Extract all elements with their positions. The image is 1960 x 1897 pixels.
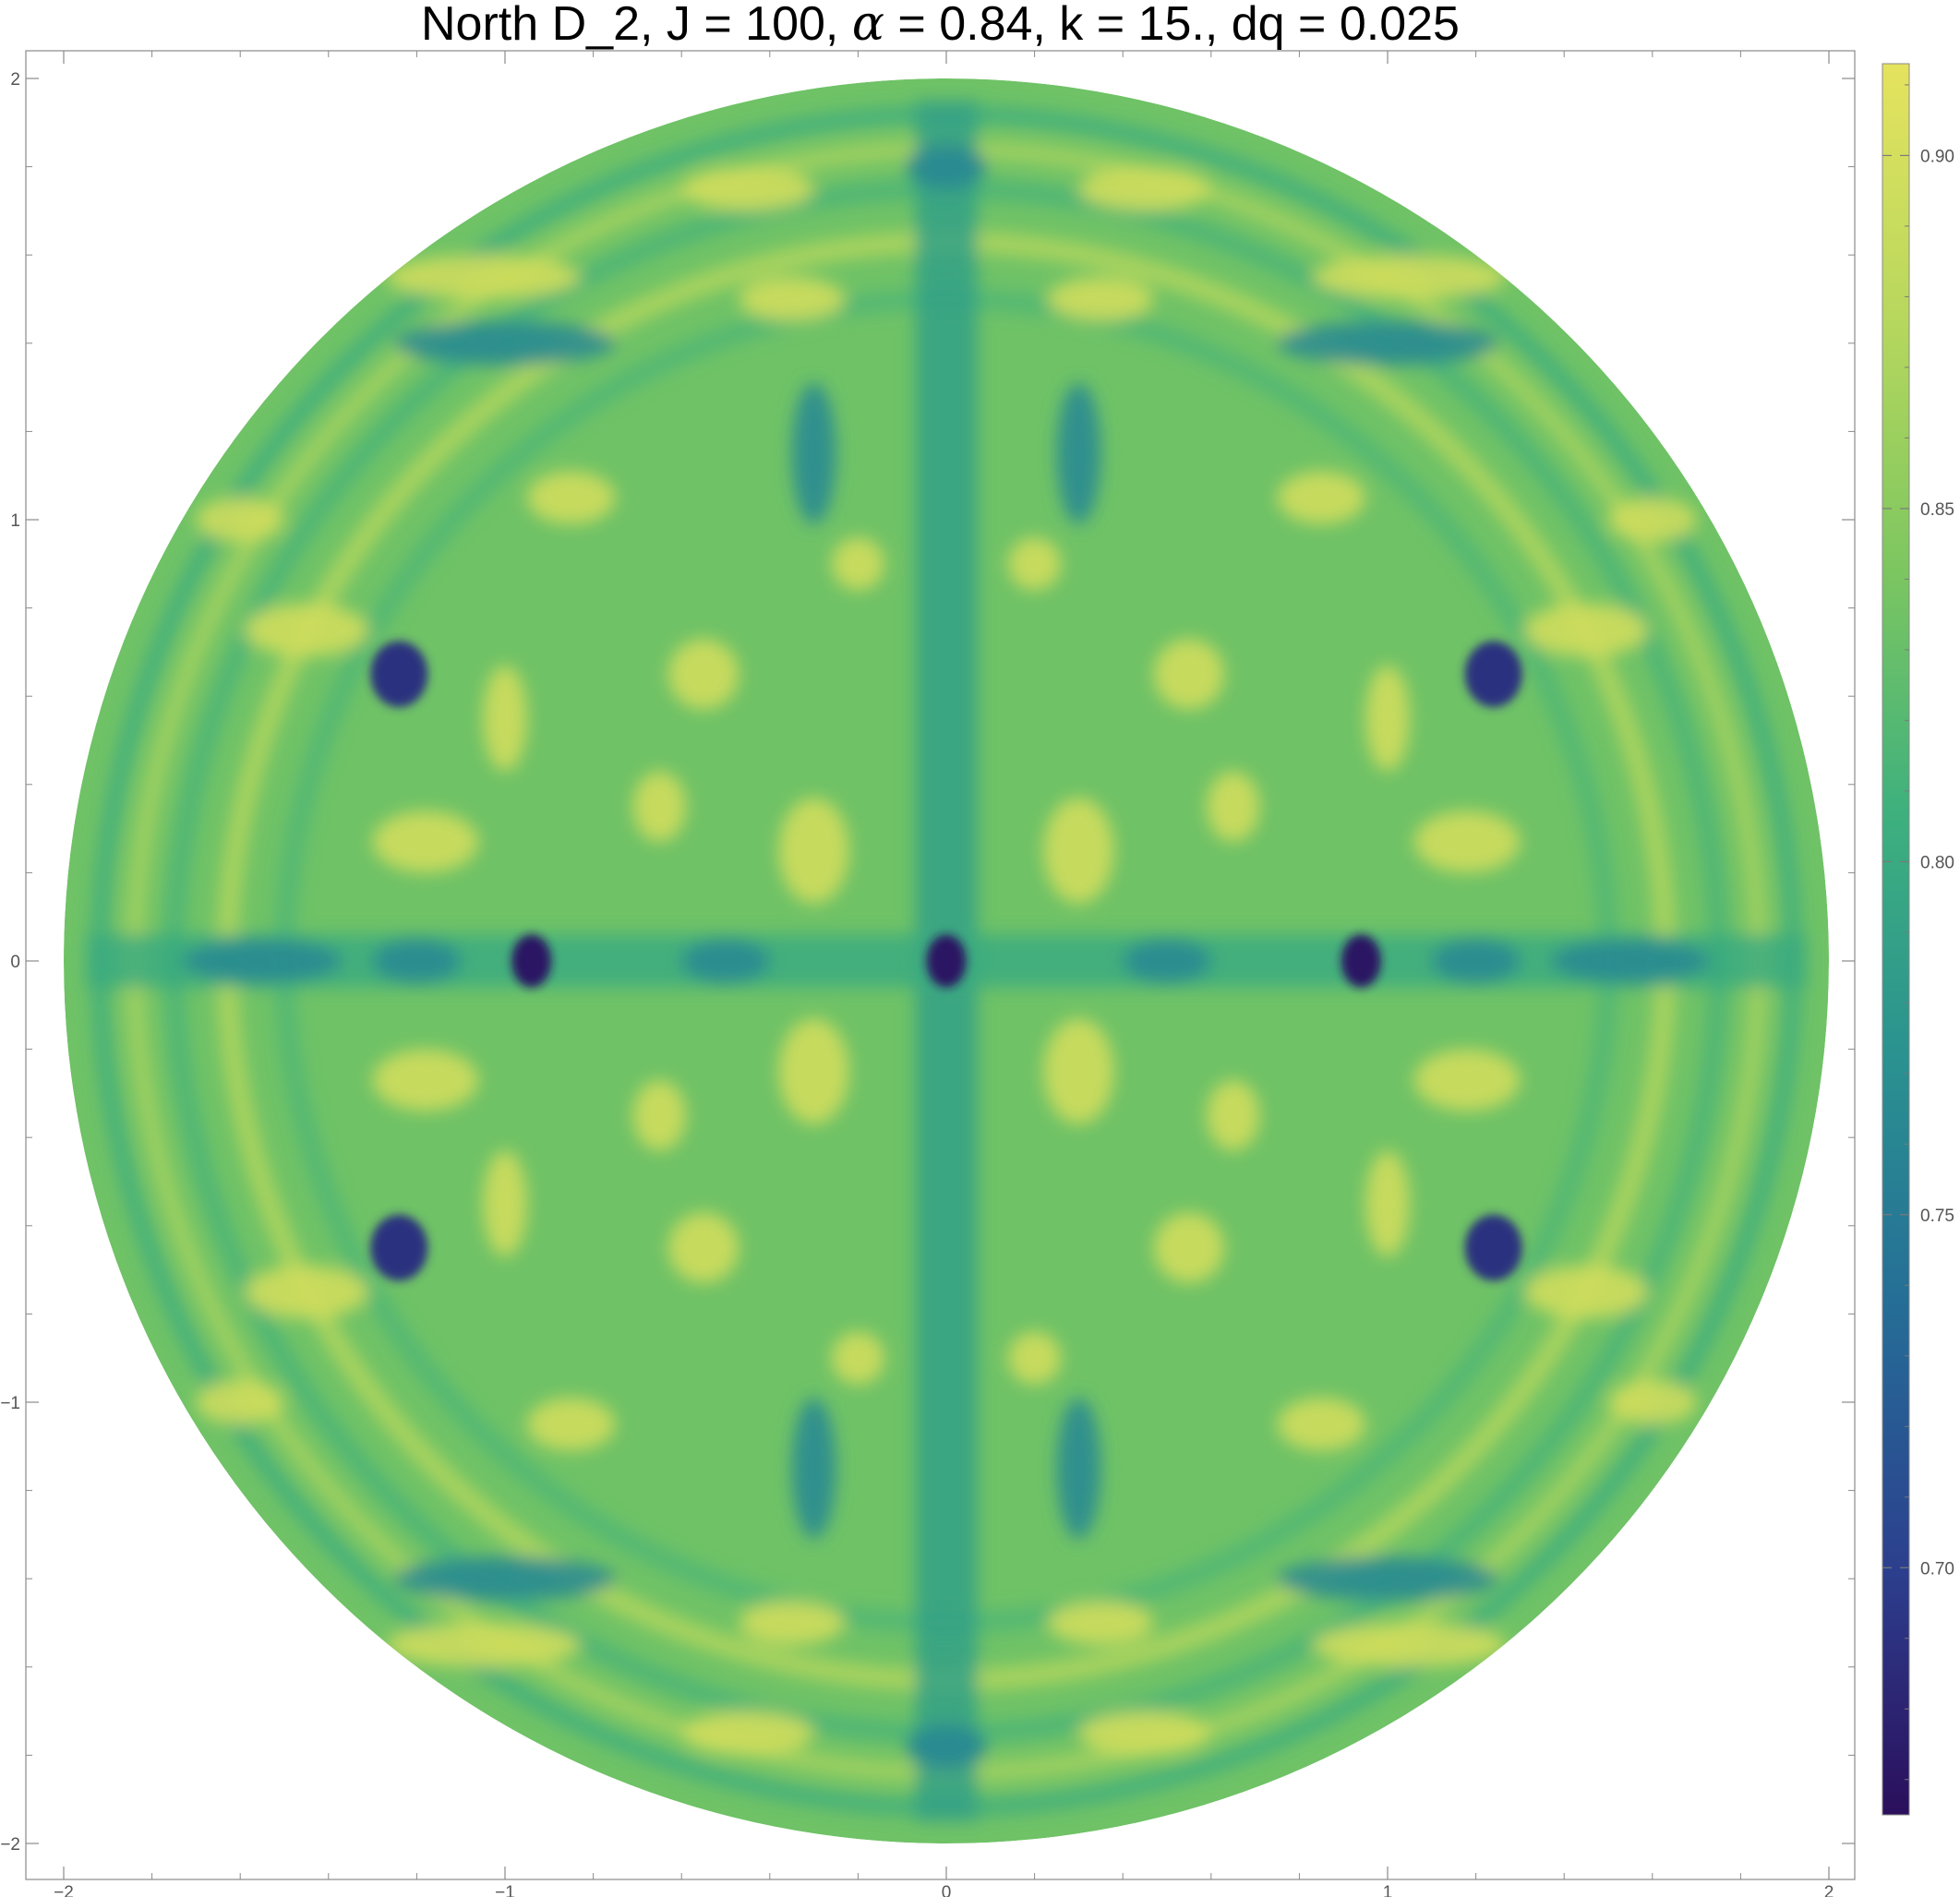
low-streak bbox=[791, 382, 836, 524]
axes: −2 −1 0 1 2 −2 −1 0 1 2 bbox=[0, 51, 1855, 1897]
high-lobe bbox=[1153, 1212, 1225, 1283]
high-lobe bbox=[632, 1080, 686, 1151]
high-lobe bbox=[1043, 798, 1114, 904]
minimum-spot-4 bbox=[1464, 641, 1522, 708]
high-lobe bbox=[1078, 166, 1211, 211]
high-lobe bbox=[1277, 471, 1366, 524]
high-lobe bbox=[1047, 1601, 1154, 1645]
high-lobe bbox=[196, 1380, 284, 1424]
high-lobe bbox=[1608, 1380, 1697, 1424]
high-lobe bbox=[681, 1711, 814, 1756]
colorbar-tick-label: 0.85 bbox=[1920, 500, 1954, 520]
high-lobe bbox=[1078, 1711, 1211, 1756]
high-lobe bbox=[1277, 1398, 1366, 1451]
high-lobe bbox=[244, 1265, 368, 1319]
y-tick-label: 0 bbox=[10, 953, 20, 972]
low-streak bbox=[183, 939, 343, 983]
high-lobe bbox=[778, 798, 849, 904]
high-lobe bbox=[1365, 665, 1410, 772]
high-lobe bbox=[1207, 1080, 1260, 1151]
low-streak bbox=[1550, 939, 1710, 983]
low-streak bbox=[1431, 939, 1521, 983]
high-lobe bbox=[1047, 277, 1154, 321]
low-streak bbox=[906, 144, 987, 189]
plot-frame bbox=[25, 50, 1856, 1880]
low-streak bbox=[791, 1398, 836, 1540]
high-lobe bbox=[667, 639, 740, 710]
x-tick-label: −1 bbox=[495, 1883, 515, 1897]
minimum-spot-6 bbox=[1464, 1214, 1522, 1281]
low-streak bbox=[681, 939, 770, 983]
y-tick-label: 1 bbox=[10, 511, 20, 531]
low-streak bbox=[394, 1556, 616, 1602]
high-lobe bbox=[526, 471, 616, 524]
minimum-spot-2 bbox=[1341, 934, 1381, 988]
high-lobe bbox=[372, 1049, 479, 1111]
high-lobe bbox=[1524, 603, 1649, 657]
high-lobe bbox=[831, 1331, 885, 1385]
high-lobe bbox=[667, 1212, 740, 1283]
minimum-spot-0 bbox=[926, 934, 967, 988]
chart-title-prefix: North D_2, J = 100, bbox=[421, 0, 852, 51]
high-lobe bbox=[244, 603, 368, 657]
minima-group bbox=[370, 641, 1522, 1281]
high-lobe bbox=[1043, 1018, 1114, 1124]
high-lobe bbox=[1153, 639, 1225, 710]
high-lobe bbox=[831, 537, 885, 591]
y-tick-label: 2 bbox=[10, 70, 20, 90]
x-tick-label: −2 bbox=[54, 1883, 74, 1897]
low-streak bbox=[1123, 939, 1211, 983]
x-tick-label: 0 bbox=[942, 1883, 952, 1897]
high-lobe bbox=[1312, 255, 1508, 299]
high-lobe bbox=[681, 166, 814, 211]
chart-title: North D_2, J = 100, α = 0.84, k = 15., d… bbox=[421, 0, 1460, 52]
colorbar-tick-label: 0.70 bbox=[1920, 1559, 1954, 1579]
high-lobe bbox=[385, 255, 581, 299]
high-lobe bbox=[526, 1398, 616, 1451]
high-lobe bbox=[483, 1150, 527, 1257]
high-lobe bbox=[778, 1018, 849, 1124]
chart-title-suffix: = 0.84, k = 15., dq = 0.025 bbox=[884, 0, 1460, 51]
low-streak bbox=[394, 320, 616, 366]
low-streak bbox=[1056, 1398, 1101, 1540]
low-streak bbox=[372, 939, 462, 983]
colorbar-axis: 0.70 0.75 0.80 0.85 0.90 bbox=[1882, 84, 1954, 1781]
high-lobe bbox=[739, 1601, 846, 1645]
minimum-spot-1 bbox=[511, 934, 552, 988]
minimum-spot-5 bbox=[370, 1214, 428, 1281]
high-lobe bbox=[1312, 1623, 1508, 1667]
low-streak bbox=[1277, 1556, 1498, 1602]
chart-title-alpha: α bbox=[852, 0, 884, 52]
low-streak bbox=[906, 1723, 987, 1769]
colorbar-tick-label: 0.75 bbox=[1920, 1207, 1954, 1226]
high-lobe bbox=[1608, 498, 1697, 542]
high-lobe bbox=[1007, 1331, 1062, 1385]
x-tick-label: 2 bbox=[1824, 1883, 1834, 1897]
y-tick-label: −1 bbox=[0, 1394, 20, 1413]
high-lobe bbox=[372, 810, 479, 873]
high-lobe bbox=[1413, 1049, 1521, 1111]
high-lobe bbox=[1413, 810, 1521, 873]
high-lobe bbox=[483, 665, 527, 772]
low-streak bbox=[1056, 382, 1101, 524]
high-lobe bbox=[1007, 537, 1062, 591]
high-lobe bbox=[196, 498, 284, 542]
high-lobe bbox=[632, 771, 686, 842]
high-lobe bbox=[1365, 1150, 1410, 1257]
heatmap-field bbox=[64, 78, 1829, 1843]
colorbar-tick-label: 0.80 bbox=[1920, 853, 1954, 872]
high-lobe bbox=[739, 277, 846, 321]
low-streak bbox=[1277, 320, 1498, 366]
high-lobe bbox=[385, 1623, 581, 1667]
colorbar-tick-label: 0.90 bbox=[1920, 147, 1954, 166]
high-lobe bbox=[1524, 1265, 1649, 1319]
colorbar-gradient bbox=[1882, 63, 1910, 1816]
x-tick-label: 1 bbox=[1383, 1883, 1393, 1897]
heatmap-features bbox=[85, 100, 1808, 1822]
y-tick-label: −2 bbox=[0, 1835, 20, 1855]
minimum-spot-3 bbox=[370, 641, 428, 708]
high-lobe bbox=[1207, 771, 1260, 842]
